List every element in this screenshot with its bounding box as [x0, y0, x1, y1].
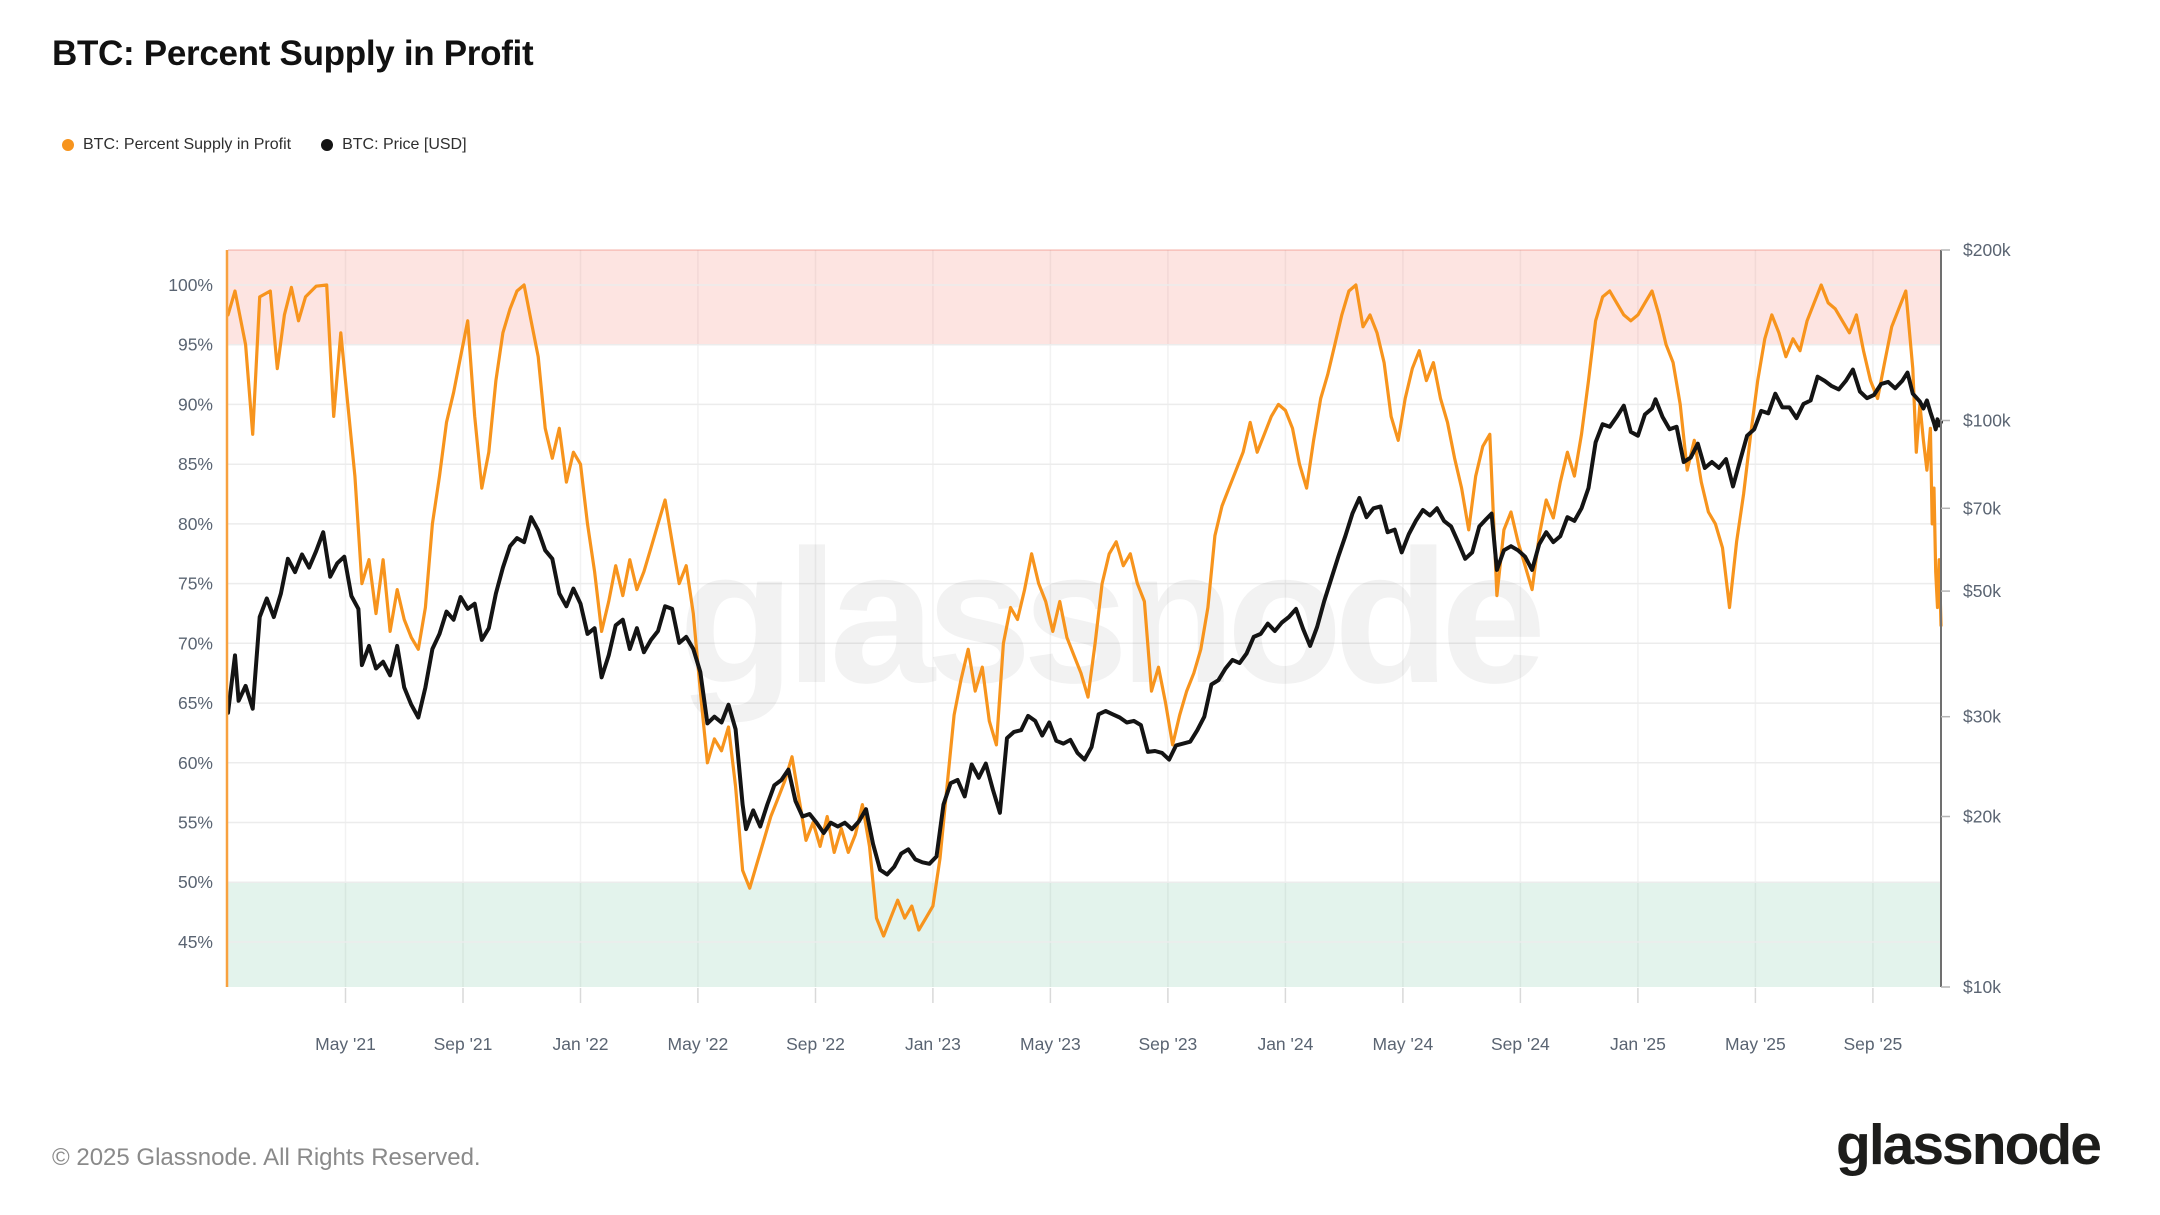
- percent-supply-dot-icon: [62, 139, 74, 151]
- x-tick-label: May '22: [668, 1034, 729, 1054]
- x-tick-label: Jan '23: [905, 1034, 961, 1054]
- percent-tick-label: 55%: [178, 813, 213, 833]
- x-tick-label: May '21: [315, 1034, 376, 1054]
- percent-tick-label: 100%: [168, 275, 213, 295]
- x-tick-label: Jan '24: [1257, 1034, 1313, 1054]
- legend: BTC: Percent Supply in Profit BTC: Price…: [62, 136, 467, 154]
- x-tick-label: Jan '25: [1610, 1034, 1666, 1054]
- price-tick-label: $30k: [1963, 707, 2001, 727]
- percent-tick-label: 65%: [178, 693, 213, 713]
- legend-item-price[interactable]: BTC: Price [USD]: [321, 136, 467, 154]
- legend-label: BTC: Percent Supply in Profit: [83, 136, 292, 153]
- legend-label: BTC: Price [USD]: [342, 136, 467, 153]
- x-tick-label: May '25: [1725, 1034, 1786, 1054]
- percent-tick-label: 50%: [178, 872, 213, 892]
- percent-tick-label: 90%: [178, 394, 213, 414]
- price-tick-label: $200k: [1963, 240, 2011, 260]
- percent-tick-label: 70%: [178, 633, 213, 653]
- price-tick-label: $50k: [1963, 581, 2001, 601]
- x-tick-label: Sep '22: [786, 1034, 845, 1054]
- x-axis: May '21 Sep '21 Jan '22 May '22 Sep '22 Jan '…: [315, 988, 1902, 1054]
- x-tick-label: Jan '22: [553, 1034, 609, 1054]
- price-axis-labels: $200k $100k $70k $50k $30k $20k $10k: [1941, 240, 2011, 997]
- x-tick-label: Sep '24: [1491, 1034, 1550, 1054]
- x-tick-label: Sep '23: [1138, 1034, 1197, 1054]
- legend-item-percent-supply[interactable]: BTC: Percent Supply in Profit: [62, 136, 291, 154]
- percent-tick-label: 75%: [178, 574, 213, 594]
- vertical-gridlines: [344, 250, 1874, 987]
- price-tick-label: $10k: [1963, 977, 2001, 997]
- percent-axis-labels: 100% 95% 90% 85% 80% 75% 70% 65% 60% 55% 50% 45%: [168, 275, 213, 952]
- percent-tick-label: 95%: [178, 335, 213, 355]
- x-tick-label: May '23: [1020, 1034, 1081, 1054]
- percent-tick-label: 80%: [178, 514, 213, 534]
- copyright-text: © 2025 Glassnode. All Rights Reserved.: [52, 1144, 481, 1171]
- price-tick-label: $70k: [1963, 498, 2001, 518]
- x-tick-label: Sep '25: [1843, 1034, 1902, 1054]
- price-tick-label: $100k: [1963, 411, 2011, 431]
- percent-supply-line: [226, 283, 1943, 938]
- glassnode-watermark: glassnode: [679, 511, 1541, 723]
- price-tick-label: $20k: [1963, 807, 2001, 827]
- page-title: BTC: Percent Supply in Profit: [52, 34, 534, 73]
- price-dot-icon: [321, 139, 334, 151]
- glassnode-logo: glassnode: [1836, 1113, 2102, 1177]
- percent-tick-label: 45%: [178, 932, 213, 952]
- percent-tick-label: 85%: [178, 454, 213, 474]
- price-line: [226, 367, 1943, 877]
- x-tick-label: Sep '21: [434, 1034, 493, 1054]
- x-tick-label: May '24: [1373, 1034, 1434, 1054]
- percent-tick-label: 60%: [178, 753, 213, 773]
- horizontal-gridlines: [228, 284, 1941, 943]
